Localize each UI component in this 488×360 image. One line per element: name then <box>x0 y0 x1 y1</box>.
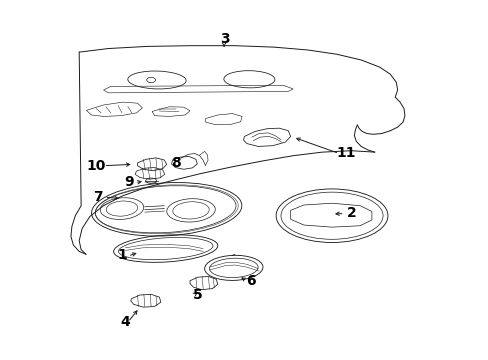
Text: 6: 6 <box>245 274 255 288</box>
Text: 2: 2 <box>346 206 356 220</box>
Text: 8: 8 <box>171 156 181 170</box>
Text: 7: 7 <box>93 190 102 204</box>
Text: 5: 5 <box>192 288 202 302</box>
Text: 9: 9 <box>124 175 133 189</box>
Text: 3: 3 <box>220 32 229 46</box>
Text: 10: 10 <box>86 159 106 173</box>
Text: 11: 11 <box>336 146 356 160</box>
Text: 1: 1 <box>117 248 126 262</box>
Text: 4: 4 <box>120 315 130 329</box>
